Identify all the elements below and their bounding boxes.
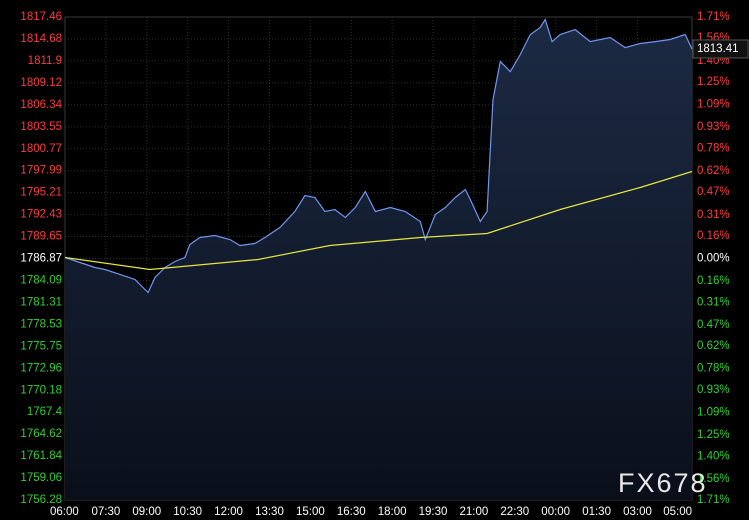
x-tick-label: 12:00 — [214, 506, 243, 518]
x-tick-label: 15:00 — [296, 506, 325, 518]
y2-tick-label: 1.25% — [697, 76, 730, 88]
x-tick-label: 16:30 — [337, 506, 366, 518]
y2-tick-label: 0.47% — [697, 319, 730, 331]
y2-tick-label: 0.93% — [697, 384, 730, 396]
y2-tick-label: 0.78% — [697, 363, 730, 375]
x-tick-label: 19:30 — [419, 506, 448, 518]
y-tick-label: 1806.34 — [20, 99, 62, 111]
x-tick-label: 00:00 — [541, 506, 570, 518]
y-tick-label: 1761.84 — [20, 450, 62, 462]
y2-tick-label: 0.62% — [697, 165, 730, 177]
y2-tick-label: 0.16% — [697, 230, 730, 242]
watermark: FX678 — [618, 468, 708, 498]
y-tick-label: 1803.55 — [20, 121, 62, 133]
y2-tick-label: 0.93% — [697, 121, 730, 133]
y2-tick-label: 0.16% — [697, 275, 730, 287]
y-tick-label: 1809.12 — [20, 77, 62, 89]
x-tick-label: 10:30 — [173, 506, 202, 518]
y2-tick-label: 1.09% — [697, 406, 730, 418]
y-tick-label: 1759.06 — [20, 472, 62, 484]
x-tick-label: 13:30 — [255, 506, 284, 518]
x-tick-label: 06:00 — [50, 506, 79, 518]
x-tick-label: 01:30 — [582, 506, 611, 518]
area-fill — [65, 19, 692, 500]
y-tick-label: 1786.87 — [20, 253, 62, 265]
x-tick-label: 03:00 — [623, 506, 652, 518]
y-tick-label: 1756.28 — [20, 494, 62, 506]
y-tick-label: 1775.75 — [20, 340, 62, 352]
y-tick-label: 1811.9 — [28, 55, 62, 67]
last-price-box — [692, 39, 749, 59]
y-tick-label: 1767.4 — [27, 406, 63, 418]
y2-tick-label: 0.78% — [697, 142, 730, 154]
y-tick-label: 1781.31 — [20, 296, 62, 308]
y-tick-label: 1814.68 — [20, 33, 62, 45]
y-tick-label: 1772.96 — [20, 362, 62, 374]
y-tick-label: 1795.21 — [20, 187, 62, 199]
x-tick-label: 09:00 — [132, 506, 161, 518]
line — [64, 170, 693, 271]
y2-tick-label: 0.47% — [697, 186, 730, 198]
x-tick-label: 22:30 — [500, 506, 529, 518]
y-tick-label: 1764.62 — [20, 428, 62, 440]
y-tick-label: 1789.65 — [20, 231, 62, 243]
y-tick-label: 1784.09 — [20, 274, 62, 286]
y2-tick-label: 1.56% — [697, 473, 730, 485]
y2-tick-label: 0.31% — [697, 296, 730, 308]
y2-tick-label: 1.71% — [697, 494, 730, 506]
y-tick-label: 1770.18 — [20, 384, 62, 396]
y2-tick-label: 1.09% — [697, 99, 730, 111]
line — [64, 18, 693, 294]
y2-tick-label: 1.25% — [697, 429, 730, 441]
y2-tick-label: 0.00% — [697, 253, 730, 265]
x-tick-label: 05:00 — [663, 506, 692, 518]
x-tick-label: 18:00 — [378, 506, 407, 518]
x-tick-label: 21:00 — [460, 506, 489, 518]
y-tick-label: 1778.53 — [20, 318, 62, 330]
y2-tick-label: 1.71% — [697, 11, 730, 23]
last-price-label: 1813.41 — [697, 43, 739, 55]
y2-tick-label: 0.31% — [697, 209, 730, 221]
y-tick-label: 1817.46 — [20, 11, 62, 23]
x-tick-label: 07:30 — [92, 506, 121, 518]
y2-tick-label: 1.40% — [697, 450, 730, 462]
y-tick-label: 1797.99 — [20, 165, 62, 177]
y-tick-label: 1792.43 — [20, 209, 62, 221]
y-tick-label: 1800.77 — [20, 143, 62, 155]
y2-tick-label: 0.62% — [697, 340, 730, 352]
